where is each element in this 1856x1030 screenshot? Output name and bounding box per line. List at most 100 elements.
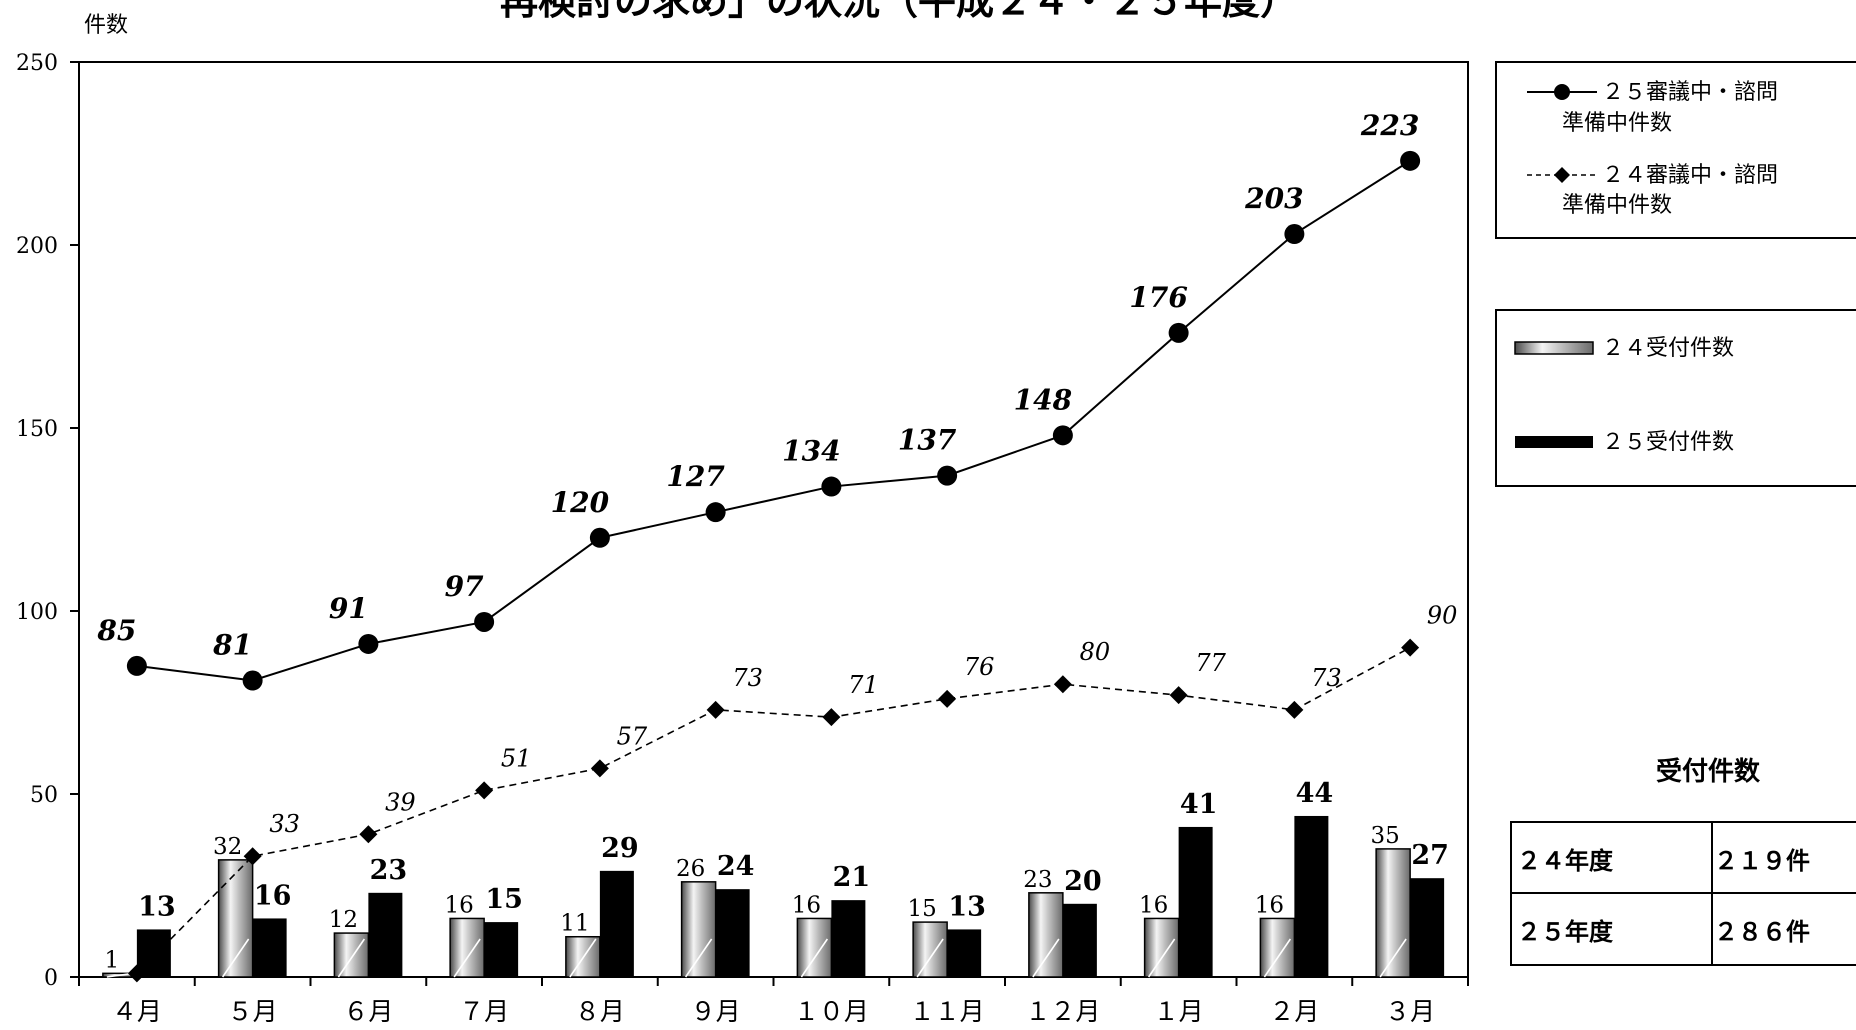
line-25-point — [1284, 224, 1305, 245]
x-tick-label: ４月 — [112, 997, 162, 1026]
line-25-label: 91 — [329, 592, 368, 625]
bar-24-hatch — [569, 938, 597, 978]
line-25-label: 127 — [666, 460, 725, 493]
bar-24-hatch — [1263, 938, 1292, 978]
bar-24-label: 11 — [560, 911, 589, 937]
x-tick-label: ９月 — [691, 997, 741, 1026]
line-24-label: 71 — [848, 671, 879, 699]
bar-25 — [947, 929, 982, 977]
bar-24-label: 15 — [907, 896, 936, 922]
line-25-label: 134 — [782, 435, 840, 468]
summary-table: 受付件数 ２４年度 ２１９件 ２５年度 ２８６件 — [1510, 756, 1856, 966]
line-24-point — [822, 708, 841, 727]
legend-lines: ２５審議中・諮問 準備中件数 ２４審議中・諮問 準備中件数 — [1495, 61, 1856, 239]
bar-25-label: 13 — [948, 891, 986, 922]
line-24-point — [359, 825, 378, 844]
y-tick-label: 150 — [16, 417, 58, 442]
legend-line-24-marker — [1554, 167, 1570, 183]
bar-24 — [1259, 917, 1296, 978]
summary-row-24-label: ２４年度 — [1517, 847, 1614, 875]
summary-row-25-value: ２８６件 — [1714, 918, 1810, 946]
bar-24 — [449, 917, 485, 978]
bar-24 — [1143, 917, 1180, 978]
y-tick-label: 0 — [44, 966, 58, 991]
bar-25-label: 23 — [370, 855, 408, 886]
line-25: 85 81 91 97 120 127 134 137 148 176 203 223 — [96, 109, 1421, 691]
bar-24-hatch — [916, 938, 944, 978]
line-25-label: 120 — [551, 486, 610, 519]
bar-24-hatch — [1032, 938, 1060, 978]
bar-24 — [1375, 848, 1411, 978]
bar-25 — [831, 900, 866, 977]
line-25-point — [1400, 150, 1421, 171]
x-tick-label: ２月 — [1269, 997, 1319, 1026]
legend-line-25-label-1: ２５審議中・諮問 — [1602, 80, 1778, 105]
bar-24 — [912, 921, 948, 978]
line-25-label: 203 — [1244, 182, 1303, 215]
line-25-label: 81 — [212, 629, 252, 662]
bar-25 — [1294, 815, 1329, 977]
line-24-label: 73 — [732, 664, 763, 692]
x-tick-label: ６月 — [343, 997, 393, 1026]
y-axis: 0 50 100 150 200 250 — [16, 51, 79, 991]
bar-25 — [1178, 826, 1213, 977]
line-24-label: 33 — [269, 810, 300, 838]
legend-bar-25-swatch — [1515, 436, 1593, 448]
line-24-point — [706, 700, 725, 719]
bar-24 — [217, 859, 254, 978]
bar-24-hatch — [453, 938, 481, 978]
bar-24-label: 16 — [792, 892, 821, 918]
bars-24: 1 32 12 16 11 26 16 15 23 16 16 35 — [102, 823, 1411, 978]
line-25-path — [136, 159, 1411, 682]
line-24-label: 39 — [385, 788, 416, 816]
line-25-label: 223 — [1360, 109, 1419, 142]
bar-25 — [1062, 903, 1097, 977]
legend-bars: ２４受付件数 ２５受付件数 — [1495, 309, 1856, 487]
x-tick-label: １２月 — [1025, 997, 1100, 1026]
bars-25: 13 16 23 15 29 24 21 13 20 41 44 27 — [136, 778, 1449, 977]
line-24-point — [1169, 686, 1188, 705]
bar-25-label: 27 — [1411, 840, 1449, 871]
line-24-label: 90 — [1427, 602, 1458, 630]
bar-25-label: 29 — [601, 833, 639, 864]
bar-25-label: 20 — [1064, 866, 1102, 897]
legend-line-24-label-2: 準備中件数 — [1562, 193, 1672, 218]
x-tick-label: ５月 — [228, 997, 278, 1026]
line-24: 33 39 51 57 73 71 76 80 77 73 90 — [127, 602, 1458, 983]
line-24-label: 80 — [1080, 638, 1111, 666]
bar-24-hatch — [221, 938, 250, 978]
line-25-point — [1052, 425, 1073, 446]
line-25-label: 85 — [96, 614, 136, 647]
y-tick-label: 100 — [16, 600, 58, 625]
bar-25 — [252, 918, 287, 977]
bar-24 — [1028, 892, 1064, 978]
bar-24-label: 16 — [444, 892, 473, 918]
legend-bar-25-label: ２５受付件数 — [1602, 430, 1734, 455]
bar-24 — [796, 917, 833, 978]
bar-25 — [715, 889, 750, 977]
line-24-label: 73 — [1311, 664, 1342, 692]
line-25-point — [358, 633, 379, 654]
line-25-point — [474, 611, 495, 632]
bar-24-label: 23 — [1023, 867, 1052, 893]
bar-24-label: 16 — [1139, 892, 1168, 918]
y-tick-label: 250 — [16, 51, 58, 76]
bar-24-hatch — [1147, 938, 1176, 978]
line-24-point — [590, 759, 609, 778]
line-25-point — [937, 465, 958, 486]
line-24-point — [1401, 638, 1420, 657]
x-axis: ４月 ５月 ６月 ７月 ８月 ９月 １０月 １１月 １２月 １月 ２月 ３月 — [78, 977, 1469, 1026]
line-25-label: 137 — [898, 424, 957, 457]
bar-25 — [599, 870, 634, 977]
bar-25 — [484, 922, 519, 977]
line-24-point — [475, 781, 494, 800]
bar-25-label: 41 — [1180, 789, 1218, 820]
line-24-path — [136, 646, 1411, 974]
bar-24-label: 12 — [329, 907, 358, 933]
bar-24-hatch — [1379, 938, 1407, 978]
line-25-point — [821, 476, 842, 497]
line-24-point — [1285, 700, 1304, 719]
bar-24-hatch — [684, 938, 713, 978]
x-tick-label: ３月 — [1385, 997, 1435, 1026]
x-tick-label: １月 — [1154, 997, 1204, 1026]
